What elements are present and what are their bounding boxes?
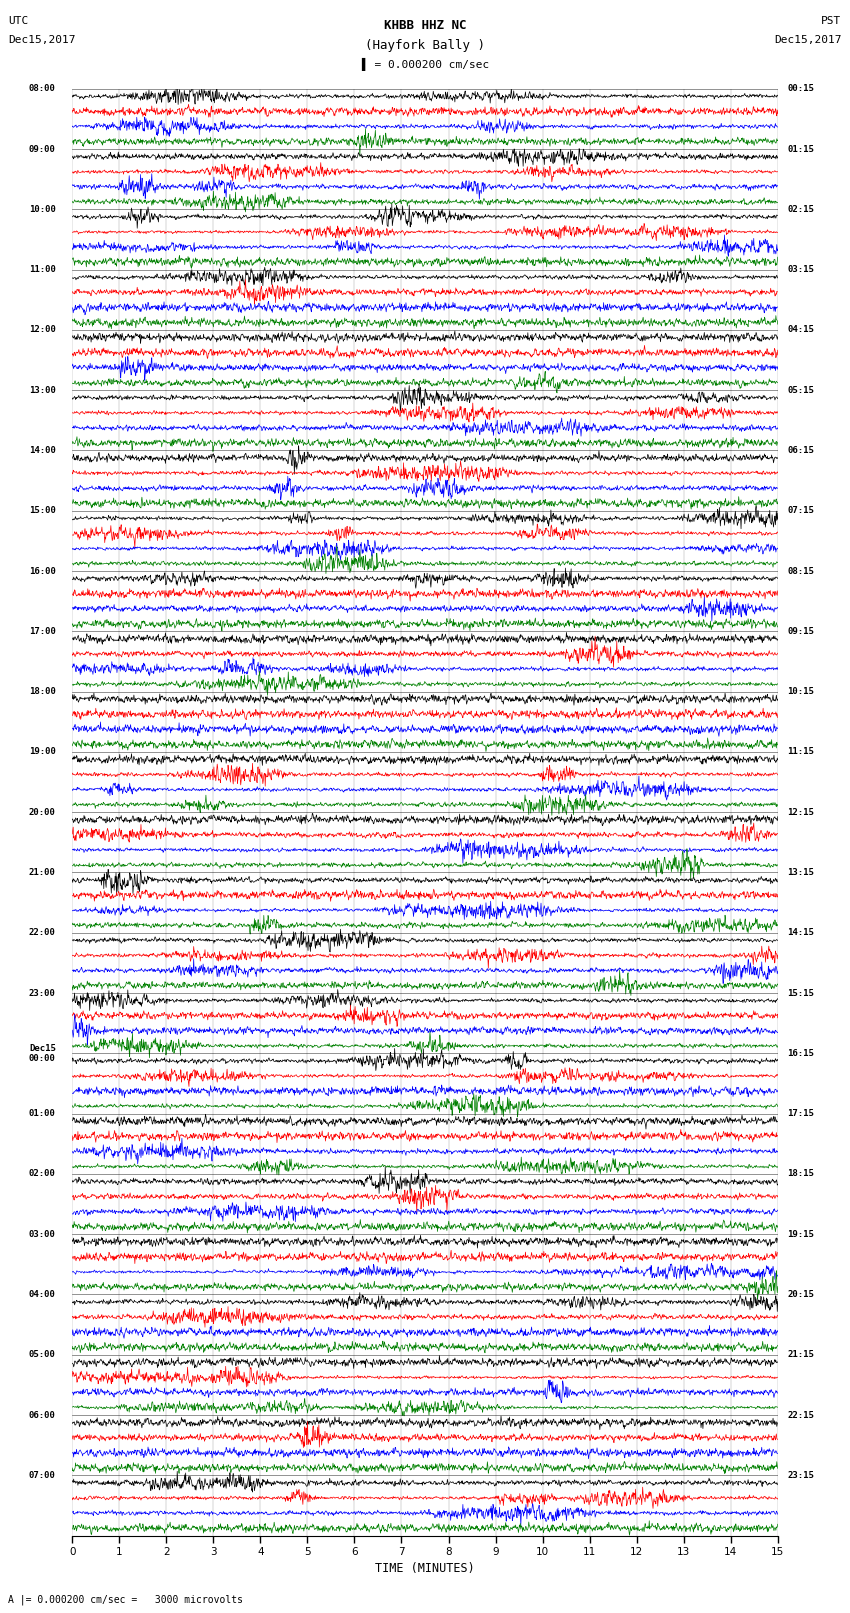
- Text: 16:00: 16:00: [29, 566, 56, 576]
- Text: 21:15: 21:15: [787, 1350, 814, 1360]
- Text: 15:15: 15:15: [787, 989, 814, 997]
- Text: 23:15: 23:15: [787, 1471, 814, 1479]
- Text: 01:00: 01:00: [29, 1110, 56, 1118]
- Text: 09:00: 09:00: [29, 145, 56, 153]
- Text: 17:15: 17:15: [787, 1110, 814, 1118]
- Text: 03:00: 03:00: [29, 1229, 56, 1239]
- Text: 08:00: 08:00: [29, 84, 56, 94]
- Text: 22:15: 22:15: [787, 1410, 814, 1419]
- Text: 20:15: 20:15: [787, 1290, 814, 1298]
- Text: 00:15: 00:15: [787, 84, 814, 94]
- Text: 14:00: 14:00: [29, 445, 56, 455]
- Text: 22:00: 22:00: [29, 927, 56, 937]
- Text: 12:15: 12:15: [787, 808, 814, 816]
- Text: 13:00: 13:00: [29, 386, 56, 395]
- Text: 04:15: 04:15: [787, 326, 814, 334]
- Text: ▌ = 0.000200 cm/sec: ▌ = 0.000200 cm/sec: [361, 58, 489, 71]
- Text: 16:15: 16:15: [787, 1048, 814, 1058]
- Text: 17:00: 17:00: [29, 627, 56, 636]
- Text: 02:00: 02:00: [29, 1169, 56, 1179]
- Text: 23:00: 23:00: [29, 989, 56, 997]
- Text: (Hayfork Bally ): (Hayfork Bally ): [365, 39, 485, 52]
- Text: 08:15: 08:15: [787, 566, 814, 576]
- Text: 02:15: 02:15: [787, 205, 814, 215]
- Text: Dec15,2017: Dec15,2017: [8, 35, 76, 45]
- Text: 07:15: 07:15: [787, 506, 814, 515]
- Text: 14:15: 14:15: [787, 927, 814, 937]
- Text: UTC: UTC: [8, 16, 29, 26]
- Text: 10:00: 10:00: [29, 205, 56, 215]
- Text: A |= 0.000200 cm/sec =   3000 microvolts: A |= 0.000200 cm/sec = 3000 microvolts: [8, 1594, 243, 1605]
- Text: 18:00: 18:00: [29, 687, 56, 697]
- Text: 19:00: 19:00: [29, 747, 56, 756]
- Text: 01:15: 01:15: [787, 145, 814, 153]
- Text: KHBB HHZ NC: KHBB HHZ NC: [383, 19, 467, 32]
- Text: 05:15: 05:15: [787, 386, 814, 395]
- Text: 11:15: 11:15: [787, 747, 814, 756]
- Text: 06:15: 06:15: [787, 445, 814, 455]
- Text: 13:15: 13:15: [787, 868, 814, 877]
- Text: 20:00: 20:00: [29, 808, 56, 816]
- Text: Dec15
00:00: Dec15 00:00: [29, 1044, 56, 1063]
- Text: 04:00: 04:00: [29, 1290, 56, 1298]
- X-axis label: TIME (MINUTES): TIME (MINUTES): [375, 1561, 475, 1574]
- Text: 11:00: 11:00: [29, 265, 56, 274]
- Text: 10:15: 10:15: [787, 687, 814, 697]
- Text: PST: PST: [821, 16, 842, 26]
- Text: 21:00: 21:00: [29, 868, 56, 877]
- Text: 07:00: 07:00: [29, 1471, 56, 1479]
- Text: 12:00: 12:00: [29, 326, 56, 334]
- Text: 15:00: 15:00: [29, 506, 56, 515]
- Text: 19:15: 19:15: [787, 1229, 814, 1239]
- Text: 05:00: 05:00: [29, 1350, 56, 1360]
- Text: 09:15: 09:15: [787, 627, 814, 636]
- Text: 03:15: 03:15: [787, 265, 814, 274]
- Text: 06:00: 06:00: [29, 1410, 56, 1419]
- Text: Dec15,2017: Dec15,2017: [774, 35, 842, 45]
- Text: 18:15: 18:15: [787, 1169, 814, 1179]
